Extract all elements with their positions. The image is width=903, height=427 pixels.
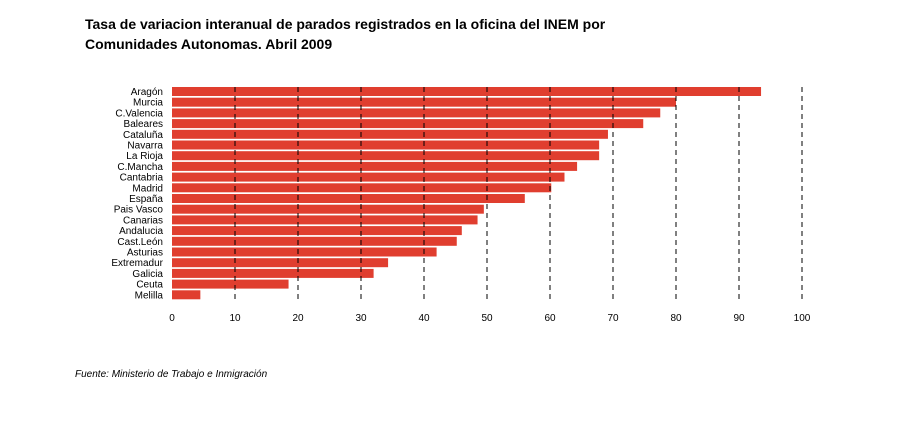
category-label: Ceuta — [136, 280, 163, 291]
bar — [172, 172, 565, 182]
gridlines — [234, 87, 803, 303]
x-tick-label: 20 — [292, 313, 304, 324]
bar — [172, 151, 600, 161]
bar — [172, 183, 552, 193]
x-tick-label: 10 — [229, 313, 241, 324]
bar — [172, 87, 762, 96]
category-label: C.Mancha — [117, 162, 163, 173]
chart-title-line-1: Tasa de variacion interanual de parados … — [85, 16, 606, 32]
category-label: Andalucia — [119, 226, 163, 237]
bar — [172, 108, 661, 118]
category-label: Navarra — [127, 141, 163, 152]
category-label: Pais Vasco — [114, 205, 164, 216]
x-tick-labels: 0 10 20 30 40 50 60 70 80 90 100 — [169, 313, 811, 324]
category-label: Cast.León — [117, 237, 163, 248]
bar — [172, 247, 437, 257]
category-label: Melilla — [135, 290, 164, 301]
bar — [172, 215, 478, 225]
bar — [172, 226, 462, 236]
x-tick-label: 0 — [169, 313, 175, 324]
category-label: Murcia — [133, 98, 163, 109]
bar — [172, 140, 600, 150]
chart-title-line-2: Comunidades Autonomas. Abril 2009 — [85, 36, 333, 52]
chart-title: Tasa de variacion interanual de parados … — [85, 14, 725, 54]
category-label: Madrid — [132, 183, 163, 194]
category-label: Cantabria — [120, 173, 164, 184]
x-tick-label: 30 — [355, 313, 367, 324]
x-tick-label: 100 — [794, 313, 811, 324]
category-label: La Rioja — [126, 151, 163, 162]
x-tick-label: 90 — [733, 313, 745, 324]
category-label: Galicia — [132, 269, 163, 280]
x-tick-label: 60 — [544, 313, 556, 324]
category-label: Cataluña — [123, 130, 163, 141]
bars — [172, 87, 762, 300]
source-note: Fuente: Ministerio de Trabajo e Inmigrac… — [75, 369, 268, 380]
bar — [172, 279, 289, 289]
bar — [172, 236, 457, 246]
x-tick-label: 50 — [481, 313, 493, 324]
category-label: C.Valencia — [115, 108, 163, 119]
category-label: Aragón — [131, 87, 163, 98]
bar — [172, 161, 578, 171]
bar — [172, 268, 374, 278]
bar — [172, 204, 484, 214]
category-label: Baleares — [124, 119, 163, 130]
category-label: Asturias — [127, 248, 163, 259]
bar — [172, 119, 644, 129]
bar — [172, 290, 201, 300]
category-label: Extremadur — [111, 258, 163, 269]
x-tick-label: 70 — [607, 313, 619, 324]
bar — [172, 97, 676, 107]
x-tick-label: 40 — [418, 313, 430, 324]
bar — [172, 194, 525, 203]
category-label: España — [129, 194, 163, 205]
category-labels: AragónMurciaC.ValenciaBalearesCataluñaNa… — [111, 87, 163, 301]
bar — [172, 258, 389, 268]
x-tick-label: 80 — [670, 313, 682, 324]
category-label: Canarias — [123, 215, 163, 226]
bar — [172, 129, 608, 139]
